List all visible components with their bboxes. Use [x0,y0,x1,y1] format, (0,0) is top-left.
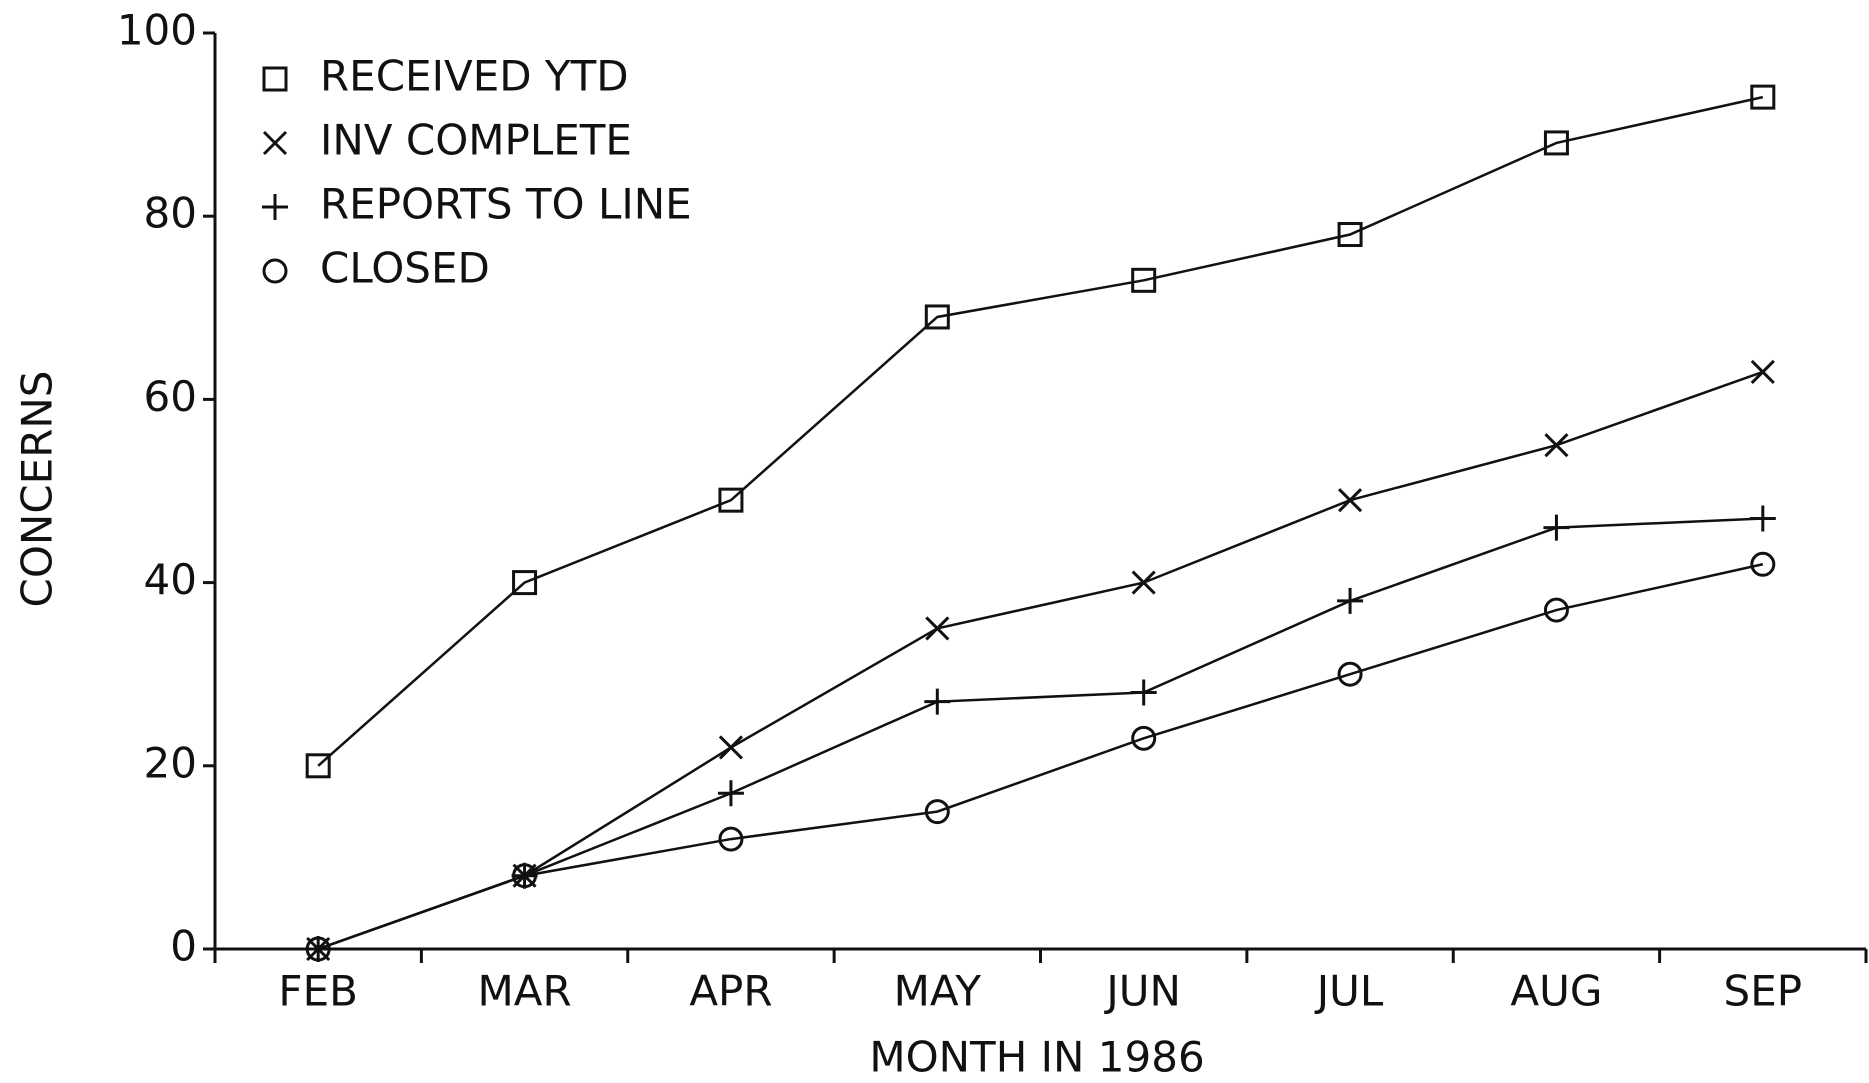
x-tick-label: JUL [1314,967,1384,1016]
data-point [305,936,331,962]
x-tick-label: MAR [477,967,571,1016]
data-point [924,799,950,825]
data-point [924,304,950,330]
data-point [1337,222,1363,248]
y-tick-label: 100 [117,6,197,55]
data-point [718,826,744,852]
legend-label: INV COMPLETE [320,116,632,165]
data-point [1337,587,1364,614]
y-tick-label: 0 [170,922,197,971]
data-point [717,780,744,807]
data-point [305,753,331,779]
data-point [1543,130,1569,156]
data-point [1543,514,1570,541]
data-point [1749,505,1776,532]
x-tick-label: JUN [1103,967,1181,1016]
data-point [1130,679,1157,706]
x-tick-label: SEP [1724,967,1803,1016]
data-point [925,616,950,641]
data-point [1131,570,1156,595]
data-point [1131,267,1157,293]
series-line [317,370,1764,951]
legend-label: RECEIVED YTD [320,52,629,101]
data-point [1750,359,1775,384]
series-line [317,95,1764,767]
y-axis-label: CONCERNS [13,371,62,608]
data-point [1337,488,1363,513]
data-point [718,735,743,760]
data-point [1131,725,1157,751]
legend-label: CLOSED [320,244,490,293]
x-tick-label: AUG [1510,967,1602,1016]
data-point [512,863,538,889]
data-point [1750,84,1776,110]
x-axis-label: MONTH IN 1986 [869,1033,1204,1082]
legend-marker [262,258,288,284]
legend-label: REPORTS TO LINE [320,180,692,229]
y-tick-label: 40 [144,555,197,604]
series-line [317,563,1764,951]
data-point [512,570,538,596]
x-tick-label: MAY [894,967,982,1016]
y-tick-label: 20 [144,738,197,787]
data-point [1337,661,1363,687]
data-point [1543,597,1569,623]
data-point [1750,551,1776,577]
data-point [1544,433,1569,458]
series-line [317,517,1763,951]
legend-marker [262,194,288,220]
y-tick-label: 60 [144,372,197,421]
legend-marker [262,130,288,156]
x-tick-label: APR [689,967,772,1016]
y-tick-label: 80 [144,189,197,238]
x-tick-label: FEB [278,967,358,1016]
data-point [924,688,951,715]
legend-marker [262,66,288,92]
data-point [718,487,744,513]
